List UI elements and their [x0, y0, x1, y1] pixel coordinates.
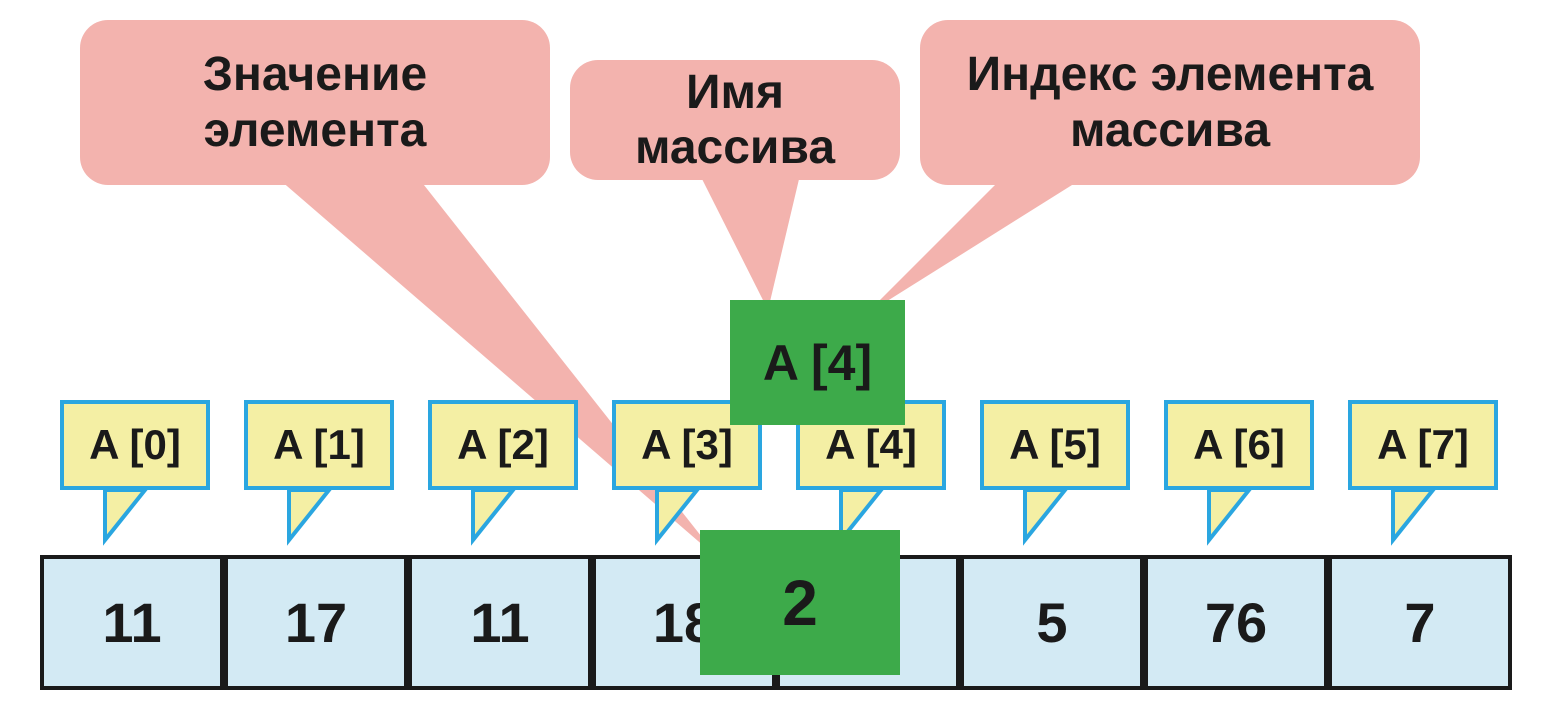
index-label-6-text: A [6] [1193, 421, 1285, 469]
callout-value: Значениеэлемента [80, 20, 550, 185]
index-label-6: A [6] [1164, 400, 1314, 490]
callout-index: Индекс элементамассива [920, 20, 1420, 185]
callout-name-text: Имя массива [590, 65, 880, 175]
index-label-2-text: A [2] [457, 421, 549, 469]
callout-value-tail [280, 180, 720, 560]
highlight-value-cell: 2 [700, 530, 900, 675]
index-label-7: A [7] [1348, 400, 1498, 490]
array-value-2: 11 [470, 590, 529, 655]
highlight-index-label-text: A [4] [763, 334, 872, 392]
array-cell-0: 11 [40, 555, 224, 690]
array-cell-6: 76 [1144, 555, 1328, 690]
highlight-index-label: A [4] [730, 300, 905, 425]
highlight-value-text: 2 [782, 566, 818, 640]
array-cell-2: 11 [408, 555, 592, 690]
index-label-3-text: A [3] [641, 421, 733, 469]
callout-name: Имя массива [570, 60, 900, 180]
index-label-7-text: A [7] [1377, 421, 1469, 469]
array-value-5: 5 [1036, 590, 1067, 655]
array-value-7: 7 [1404, 590, 1435, 655]
array-cell-1: 17 [224, 555, 408, 690]
index-label-5-text: A [5] [1009, 421, 1101, 469]
array-value-6: 76 [1205, 590, 1267, 655]
index-label-1: A [1] [244, 400, 394, 490]
callout-name-tail [700, 175, 800, 310]
array-value-1: 17 [285, 590, 347, 655]
index-label-1-text: A [1] [273, 421, 365, 469]
callout-index-tail [865, 180, 1080, 315]
callout-value-text: Значениеэлемента [203, 47, 427, 157]
index-label-0: A [0] [60, 400, 210, 490]
array-cell-5: 5 [960, 555, 1144, 690]
index-label-0-text: A [0] [89, 421, 181, 469]
array-cell-7: 7 [1328, 555, 1512, 690]
index-label-4-text: A [4] [825, 421, 917, 469]
index-label-5: A [5] [980, 400, 1130, 490]
callout-index-text: Индекс элементамассива [967, 47, 1374, 157]
array-value-0: 11 [102, 590, 161, 655]
index-label-2: A [2] [428, 400, 578, 490]
